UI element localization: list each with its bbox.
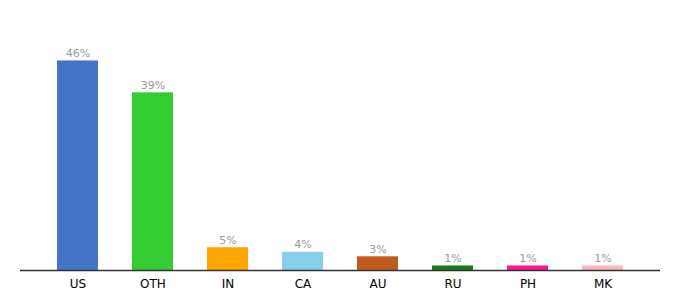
svg-text:1%: 1% (594, 252, 611, 265)
svg-text:OTH: OTH (140, 277, 166, 291)
svg-text:39%: 39% (141, 79, 165, 92)
svg-text:MK: MK (594, 277, 613, 291)
svg-text:US: US (70, 277, 86, 291)
svg-text:AU: AU (370, 277, 387, 291)
svg-text:RU: RU (444, 277, 461, 291)
svg-text:5%: 5% (219, 234, 236, 247)
svg-text:IN: IN (222, 277, 235, 291)
svg-text:3%: 3% (369, 243, 386, 256)
svg-text:CA: CA (295, 277, 312, 291)
svg-text:PH: PH (520, 277, 536, 291)
svg-text:46%: 46% (66, 47, 90, 60)
svg-text:4%: 4% (294, 238, 311, 251)
svg-text:1%: 1% (519, 252, 536, 265)
svg-text:1%: 1% (444, 252, 461, 265)
